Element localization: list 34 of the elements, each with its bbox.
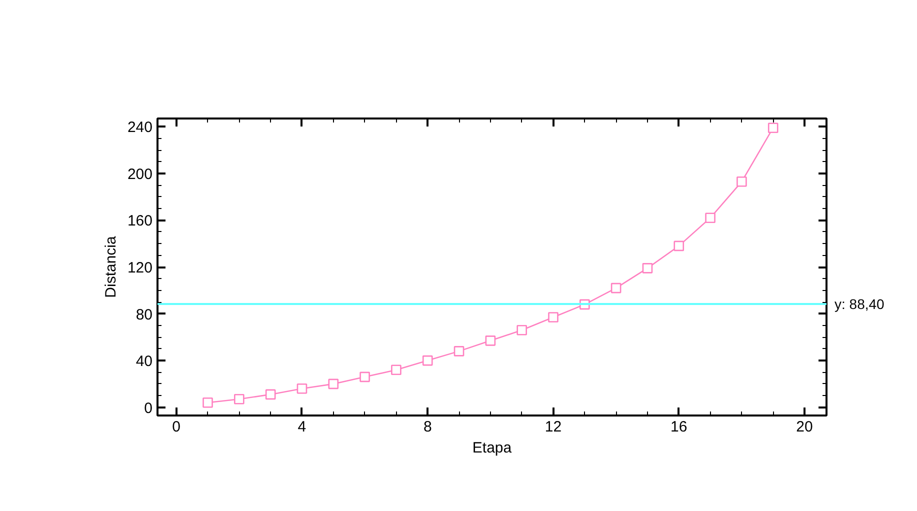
point xyxy=(705,212,716,224)
x-tick-label: 0 xyxy=(172,418,181,436)
y-tick-label: 0 xyxy=(144,400,152,417)
point xyxy=(516,324,527,336)
point xyxy=(391,364,402,376)
y-tick-label: 240 xyxy=(127,119,153,136)
x-tick-label: 8 xyxy=(423,418,432,436)
point xyxy=(265,389,276,400)
y-tick-label: 200 xyxy=(127,166,153,183)
point xyxy=(610,282,622,294)
point xyxy=(422,355,433,366)
y-tick-label: 120 xyxy=(127,260,153,276)
point xyxy=(736,176,747,187)
x-tick-label: 4 xyxy=(298,418,306,436)
y-tick-label: 40 xyxy=(136,353,153,370)
y-tick-label: 160 xyxy=(127,212,153,230)
x-axis-title: Etapa xyxy=(472,440,512,456)
x-tick-label: 20 xyxy=(796,418,813,436)
point xyxy=(485,336,496,346)
point xyxy=(296,383,308,394)
point xyxy=(454,346,464,356)
point xyxy=(674,240,684,252)
y-axis-title: Distancia xyxy=(102,235,120,298)
point xyxy=(548,312,558,322)
point xyxy=(768,122,778,134)
x-tick-label: 12 xyxy=(544,418,562,436)
point xyxy=(642,263,653,274)
point xyxy=(360,372,370,382)
x-tick-label: 16 xyxy=(670,418,688,436)
point xyxy=(234,394,244,404)
point xyxy=(328,378,339,390)
y-tick-label: 80 xyxy=(136,306,153,324)
ref-line-label: y: 88,40 xyxy=(834,296,885,312)
point xyxy=(202,397,213,408)
